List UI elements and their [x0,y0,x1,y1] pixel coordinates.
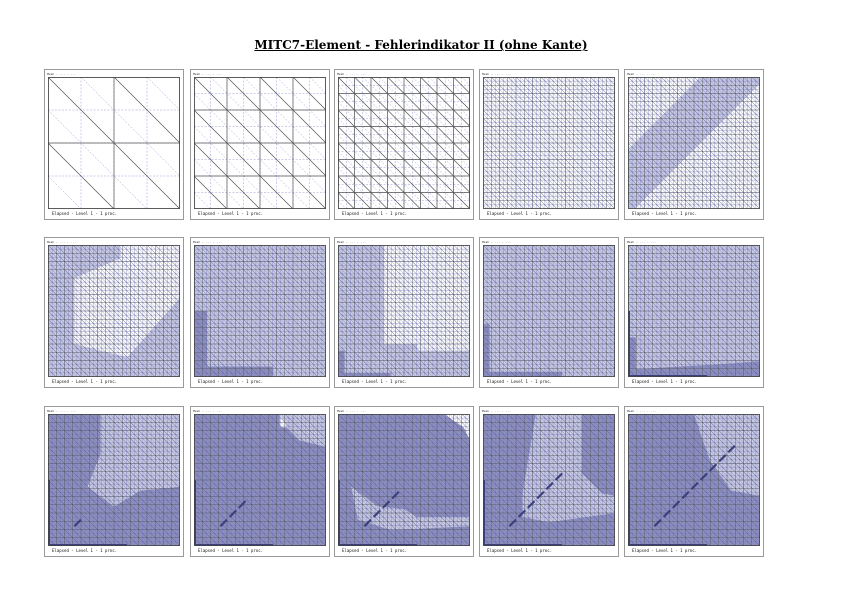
mesh-plot [194,77,326,209]
mesh-plot [338,77,470,209]
mesh-plot [628,245,760,377]
panel-header: Mesh - ... - ... [627,240,656,244]
panel-footer: Elapsed - Level 1 - 1 proc. [487,211,553,216]
panel-footer: Elapsed - Level 1 - 1 proc. [487,379,553,384]
panel-header: Mesh - ... - ... [482,240,511,244]
panel-header: Mesh - ... - ... [47,409,76,413]
mesh-panel: Mesh - ... - ... Elapsed - Level 1 - 1 pr… [334,406,474,557]
mesh-panel: Mesh - ... - ... Elapsed - Level 1 - 1 pr… [624,237,764,388]
panel-footer: Elapsed - Level 1 - 1 proc. [632,379,698,384]
panel-header: Mesh - ... - ... [47,72,76,76]
panel-header: Mesh - ... - ... [337,72,366,76]
mesh-plot [483,245,615,377]
mesh-panel: Mesh - ... - ... Elapsed - Level 1 - 1 pr… [190,406,330,557]
panel-header: Mesh - ... - ... [482,409,511,413]
panel-header: Mesh - ... - ... [47,240,76,244]
panel-footer: Elapsed - Level 1 - 1 proc. [52,548,118,553]
mesh-panel: Mesh - ... - ... Elapsed - Level 1 - 1 pr… [479,406,619,557]
page-title: MITC7-Element - Fehlerindikator II (ohne… [254,38,588,52]
panel-footer: Elapsed - Level 1 - 1 proc. [632,211,698,216]
mesh-plot [483,77,615,209]
panel-footer: Elapsed - Level 1 - 1 proc. [52,379,118,384]
panel-header: Mesh - ... - ... [193,240,222,244]
mesh-panel: Mesh - ... - ... Elapsed - Level 1 - 1 pr… [624,406,764,557]
mesh-plot [194,245,326,377]
panel-header: Mesh - ... - ... [193,409,222,413]
refined-region [483,324,563,377]
panel-footer: Elapsed - Level 1 - 1 proc. [342,379,408,384]
mesh-plot [628,414,760,546]
panel-footer: Elapsed - Level 1 - 1 proc. [198,379,264,384]
mesh-panel: Mesh - ... - ... Elapsed - Level 1 - 1 pr… [479,237,619,388]
refined-region [194,311,274,377]
mesh-plot [194,414,326,546]
mesh-panel: Mesh - ... - ... Elapsed - Level 1 - 1 pr… [190,237,330,388]
panel-header: Mesh - ... - ... [337,409,366,413]
mesh-panel: Mesh - ... - ... Elapsed - Level 1 - 1 pr… [44,69,184,220]
mesh-panel: Mesh - ... - ... Elapsed - Level 1 - 1 pr… [190,69,330,220]
panel-footer: Elapsed - Level 1 - 1 proc. [632,548,698,553]
mesh-panel: Mesh - ... - ... Elapsed - Level 1 - 1 pr… [479,69,619,220]
mesh-panel: Mesh - ... - ... Elapsed - Level 1 - 1 pr… [334,69,474,220]
refined-region [351,486,470,531]
mesh-plot [48,245,180,377]
refined-region [87,414,180,507]
panel-footer: Elapsed - Level 1 - 1 proc. [198,548,264,553]
panel-footer: Elapsed - Level 1 - 1 proc. [487,548,553,553]
panel-header: Mesh - ... - ... [337,240,366,244]
refined-region [522,414,615,523]
panel-footer: Elapsed - Level 1 - 1 proc. [342,211,408,216]
mesh-plot [48,414,180,546]
panel-footer: Elapsed - Level 1 - 1 proc. [198,211,264,216]
mesh-panel: Mesh - ... - ... Elapsed - Level 1 - 1 pr… [44,237,184,388]
panel-header: Mesh - ... - ... [627,409,656,413]
mesh-plot [628,77,760,209]
mesh-plot [483,414,615,546]
mesh-plot [338,245,470,377]
panel-footer: Elapsed - Level 1 - 1 proc. [342,548,408,553]
mesh-plot [48,77,180,209]
panel-header: Mesh - ... - ... [482,72,511,76]
panel-header: Mesh - ... - ... [627,72,656,76]
mesh-panel: Mesh - ... - ... Elapsed - Level 1 - 1 pr… [624,69,764,220]
mesh-panel: Mesh - ... - ... Elapsed - Level 1 - 1 pr… [44,406,184,557]
mesh-panel: Mesh - ... - ... Elapsed - Level 1 - 1 pr… [334,237,474,388]
mesh-plot [338,414,470,546]
panel-header: Mesh - ... - ... [193,72,222,76]
panel-footer: Elapsed - Level 1 - 1 proc. [52,211,118,216]
